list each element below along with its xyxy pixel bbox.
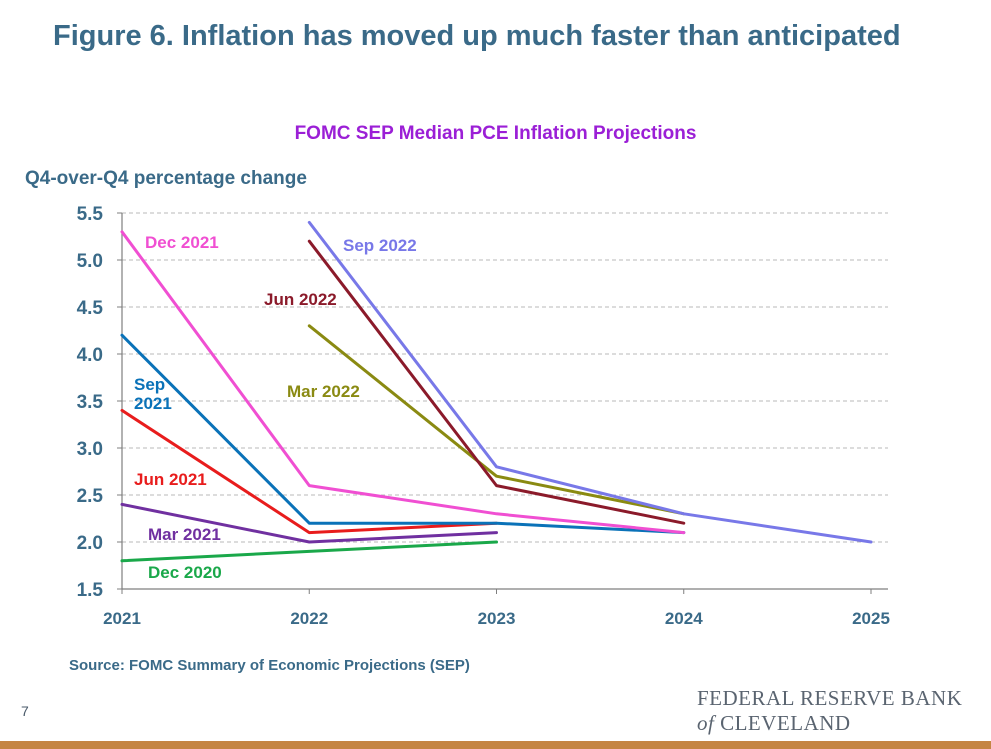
logo-of: of xyxy=(697,711,715,735)
y-tick-label: 1.5 xyxy=(77,580,104,601)
series-label-sep-2022: Sep 2022 xyxy=(343,236,417,255)
logo-line-1: FEDERAL RESERVE BANK xyxy=(697,686,963,710)
y-tick-label: 4.0 xyxy=(77,345,103,366)
x-tick-label: 2021 xyxy=(103,609,141,628)
x-tick-label: 2022 xyxy=(290,609,328,628)
page-title: Figure 6. Inflation has moved up much fa… xyxy=(53,20,901,52)
series-label-dec-2021: Dec 2021 xyxy=(145,233,219,252)
x-tick-label: 2025 xyxy=(852,609,890,628)
series-label-sep-2021: Sep 2021 xyxy=(134,375,172,413)
y-tick-label: 5.0 xyxy=(77,251,103,272)
y-tick-label: 3.5 xyxy=(77,392,104,413)
y-tick-label: 2.5 xyxy=(77,486,104,507)
series-label-jun-2022: Jun 2022 xyxy=(264,290,337,309)
series-label-mar-2022: Mar 2022 xyxy=(287,382,360,401)
series-line-dec-2021 xyxy=(120,230,686,535)
y-axis-label: Q4-over-Q4 percentage change xyxy=(25,168,307,189)
series-line-jun-2021 xyxy=(120,408,498,535)
x-tick-label: 2024 xyxy=(665,609,703,628)
series-line-jun-2022 xyxy=(307,239,686,525)
y-tick-label: 5.5 xyxy=(77,204,104,225)
series-label-dec-2020: Dec 2020 xyxy=(148,563,222,582)
logo-cleveland: CLEVELAND xyxy=(720,711,851,735)
axis-layer: 1.5 2.0 2.5 3.0 3.5 4.0 4.5 5.0 5.5 2021 2022 2023 2… xyxy=(77,204,890,628)
bottom-accent-bar xyxy=(0,741,991,749)
series-line-sep-2022 xyxy=(307,220,873,544)
series-line-sep-2021 xyxy=(120,333,686,535)
series-line-dec-2020 xyxy=(120,540,498,563)
grid-layer xyxy=(122,212,888,543)
series-label-mar-2021: Mar 2021 xyxy=(148,525,221,544)
logo-line-2: of CLEVELAND xyxy=(697,711,967,736)
series-layer xyxy=(120,220,873,563)
series-line-mar-2021 xyxy=(120,502,498,544)
series-label-layer: Dec 2021 Sep 2022 Jun 2022 Mar 2022 Sep 2021 J… xyxy=(134,233,417,582)
series-line-mar-2022 xyxy=(307,324,686,516)
series-label-jun-2021: Jun 2021 xyxy=(134,470,207,489)
y-tick-label: 2.0 xyxy=(77,533,103,554)
chart-title: FOMC SEP Median PCE Inflation Projection… xyxy=(294,123,697,144)
x-tick-label: 2023 xyxy=(478,609,516,628)
y-tick-label: 3.0 xyxy=(77,439,103,460)
federal-reserve-logo: FEDERAL RESERVE BANK of CLEVELAND xyxy=(697,686,967,738)
y-tick-label: 4.5 xyxy=(77,298,104,319)
page-number: 7 xyxy=(21,703,29,719)
source-note: Source: FOMC Summary of Economic Project… xyxy=(69,657,470,674)
